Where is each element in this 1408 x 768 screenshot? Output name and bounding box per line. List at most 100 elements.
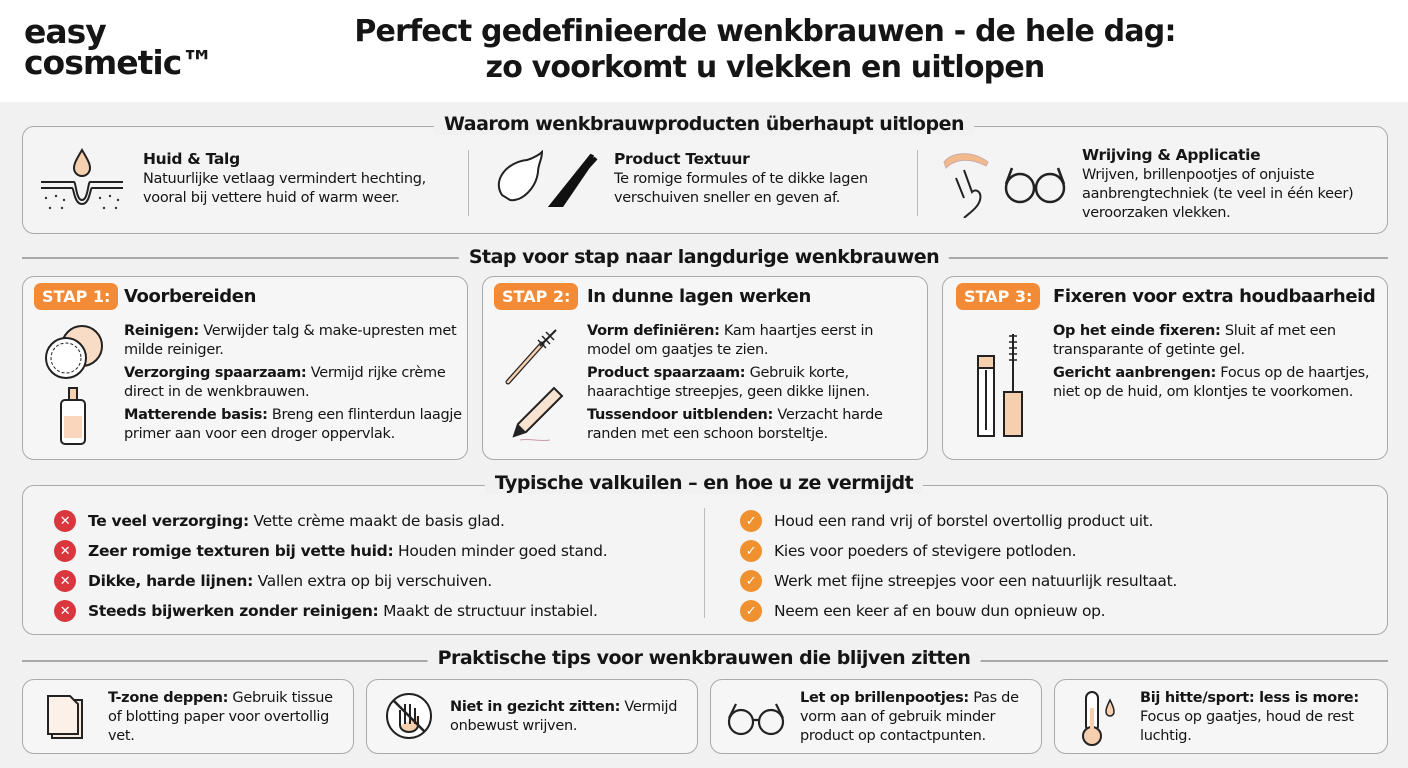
- pitfall-desc: Vette crème maakt de basis glad.: [248, 512, 505, 530]
- tip-label: Bij hitte/sport: less is more:: [1140, 690, 1359, 706]
- pitfall-text: Zeer romige texturen bij vette huid: Hou…: [88, 542, 608, 560]
- tip-text: Pas de vorm aan of gebruik minder produc…: [800, 690, 1019, 744]
- point-label: Matterende basis:: [124, 407, 268, 423]
- logo-line1: easy: [24, 12, 107, 51]
- pitfall-label: Steeds bijwerken zonder reinigen:: [88, 602, 379, 620]
- check-icon: ✓: [740, 510, 762, 532]
- pitfall-label: Te veel verzorging:: [88, 512, 249, 530]
- pitfall-item: ✕ Zeer romige texturen bij vette huid: Ho…: [54, 540, 608, 562]
- pitfall-item: ✕ Steeds bijwerken zonder reinigen: Maakt…: [54, 600, 598, 622]
- spoolie-brush-icon: [505, 329, 557, 385]
- why-section: [22, 126, 1388, 234]
- tissue-icon: [47, 695, 83, 739]
- step-3-points: Op het einde fixeren: Sluit af met een t…: [1053, 322, 1373, 406]
- page-title: Perfect gedefinieerde wenkbrauwen - de h…: [300, 14, 1230, 86]
- tip-label: Let op brillenpootjes:: [800, 690, 969, 706]
- solution-item: ✓ Kies voor poeders of stevigere potloden…: [740, 540, 1077, 562]
- glasses-icon: [727, 703, 785, 736]
- brow-gel-icon: [977, 334, 1023, 437]
- pitfall-text: Dikke, harde lijnen: Vallen extra op bij…: [88, 572, 492, 590]
- point-text: Kam haartjes eerst in model om gaatjes t…: [587, 323, 874, 358]
- point-label: Reinigen:: [124, 323, 199, 339]
- point-text: Focus op de haartjes, niet op de huid, o…: [1053, 365, 1370, 400]
- point-text: Sluit af met een transparante of getinte…: [1053, 323, 1336, 358]
- divider: [468, 150, 469, 216]
- pencil-icon: [512, 386, 564, 442]
- pitfall-desc: Vallen extra op bij verschuiven.: [253, 572, 493, 590]
- pitfall-item: ✕ Te veel verzorging: Vette crème maakt d…: [54, 510, 505, 532]
- cream-texture-icon: [497, 150, 598, 207]
- title-line1: Perfect gedefinieerde wenkbrauwen - de h…: [354, 14, 1176, 49]
- step-badge: STAP 3:: [956, 283, 1041, 310]
- error-x-icon: ✕: [54, 600, 76, 622]
- step-1-points: Reinigen: Verwijder talg & make-upresten…: [124, 322, 464, 448]
- tip-label: Niet in gezicht zitten:: [450, 699, 621, 715]
- header: [0, 0, 1408, 102]
- check-icon: ✓: [740, 600, 762, 622]
- divider: [704, 508, 705, 618]
- divider: [917, 150, 918, 216]
- why-item-1: Huid & Talg Natuurlijke vetlaag verminder…: [143, 150, 453, 208]
- step-title: Voorbereiden: [124, 286, 257, 307]
- thermometer-icon: [1082, 691, 1115, 746]
- item-title: Wrijving & Applicatie: [1082, 146, 1261, 164]
- pitfalls-heading: Typische valkuilen – en hoe u ze vermijd…: [484, 472, 924, 494]
- pitfall-item: ✕ Dikke, harde lijnen: Vallen extra op bi…: [54, 570, 492, 592]
- finger-glasses-icon: [943, 153, 1066, 218]
- item-text: Te romige formules of te dikke lagen ver…: [614, 171, 868, 206]
- tip-4: Bij hitte/sport: less is more: Focus op …: [1140, 689, 1380, 746]
- tip-text: Vermijd onbewust wrijven.: [450, 699, 678, 734]
- solution-item: ✓ Houd een rand vrij of borstel overtolli…: [740, 510, 1153, 532]
- cotton-pad-icon: [45, 325, 103, 379]
- step-card-1: [22, 276, 468, 460]
- item-text: Natuurlijke vetlaag vermindert hechting,…: [143, 171, 426, 206]
- check-icon: ✓: [740, 570, 762, 592]
- solution-text: Houd een rand vrij of borstel overtollig…: [774, 512, 1154, 530]
- pitfall-label: Dikke, harde lijnen:: [88, 572, 254, 590]
- tips-heading: Praktische tips voor wenkbrauwen die bli…: [427, 647, 981, 669]
- logo-line2: cosmetic™: [24, 43, 214, 82]
- point-label: Op het einde fixeren:: [1053, 323, 1221, 339]
- tip-1: T-zone deppen: Gebruik tissue of blottin…: [108, 689, 348, 746]
- pitfall-desc: Maakt de structuur instabiel.: [378, 602, 598, 620]
- point-label: Product spaarzaam:: [587, 365, 746, 381]
- tip-2: Niet in gezicht zitten: Vermijd onbewust…: [450, 698, 690, 736]
- pitfall-text: Steeds bijwerken zonder reinigen: Maakt …: [88, 602, 598, 620]
- solution-text: Werk met fijne streepjes voor een natuur…: [774, 572, 1178, 590]
- step-title: In dunne lagen werken: [587, 286, 811, 307]
- item-title: Huid & Talg: [143, 150, 240, 168]
- point-label: Tussendoor uitblenden:: [587, 407, 774, 423]
- pitfall-desc: Houden minder goed stand.: [393, 542, 608, 560]
- item-text: Wrijven, brillenpootjes of onjuiste aanb…: [1082, 167, 1354, 221]
- point-text: Verzacht harde randen met een schoon bor…: [587, 407, 883, 442]
- point-label: Vorm definiëren:: [587, 323, 720, 339]
- tip-card-3: [710, 679, 1042, 754]
- solution-item: ✓ Werk met fijne streepjes voor een natuu…: [740, 570, 1177, 592]
- pitfall-label: Zeer romige texturen bij vette huid:: [88, 542, 394, 560]
- tip-text: Gebruik tissue of blotting paper voor ov…: [108, 690, 333, 744]
- point-text: Vermijd rijke crème direct in de wenkbra…: [124, 365, 446, 400]
- solution-item: ✓ Neem een keer af en bouw dun opnieuw op…: [740, 600, 1106, 622]
- point-text: Breng een flinterdun laagje primer aan v…: [124, 407, 462, 442]
- step-badge: STAP 1:: [34, 283, 119, 310]
- steps-heading: Stap voor stap naar langdurige wenkbrauw…: [458, 246, 950, 268]
- step-badge: STAP 2:: [494, 283, 579, 310]
- why-heading: Waarom wenkbrauwproducten überhaupt uitl…: [433, 113, 975, 135]
- primer-bottle-icon: [60, 387, 86, 445]
- error-x-icon: ✕: [54, 570, 76, 592]
- solution-text: Kies voor poeders of stevigere potloden.: [774, 542, 1077, 560]
- error-x-icon: ✕: [54, 510, 76, 532]
- title-line2: zo voorkomt u vlekken en uitlopen: [485, 50, 1046, 85]
- pitfall-text: Te veel verzorging: Vette crème maakt de…: [88, 512, 505, 530]
- tip-text: Focus op gaatjes, houd de rest luchtig.: [1140, 709, 1354, 744]
- tip-3: Let op brillenpootjes: Pas de vorm aan o…: [800, 689, 1035, 746]
- why-item-2: Product Textuur Te romige formules of te …: [614, 150, 904, 208]
- point-text: Gebruik korte, haarachtige streepjes, ge…: [587, 365, 870, 400]
- step-2-points: Vorm definiëren: Kam haartjes eerst in m…: [587, 322, 917, 448]
- error-x-icon: ✕: [54, 540, 76, 562]
- solution-text: Neem een keer af en bouw dun opnieuw op.: [774, 602, 1106, 620]
- item-title: Product Textuur: [614, 150, 750, 168]
- point-label: Gericht aanbrengen:: [1053, 365, 1216, 381]
- why-item-3: Wrijving & Applicatie Wrijven, brillenpoo…: [1082, 146, 1382, 223]
- point-label: Verzorging spaarzaam:: [124, 365, 307, 381]
